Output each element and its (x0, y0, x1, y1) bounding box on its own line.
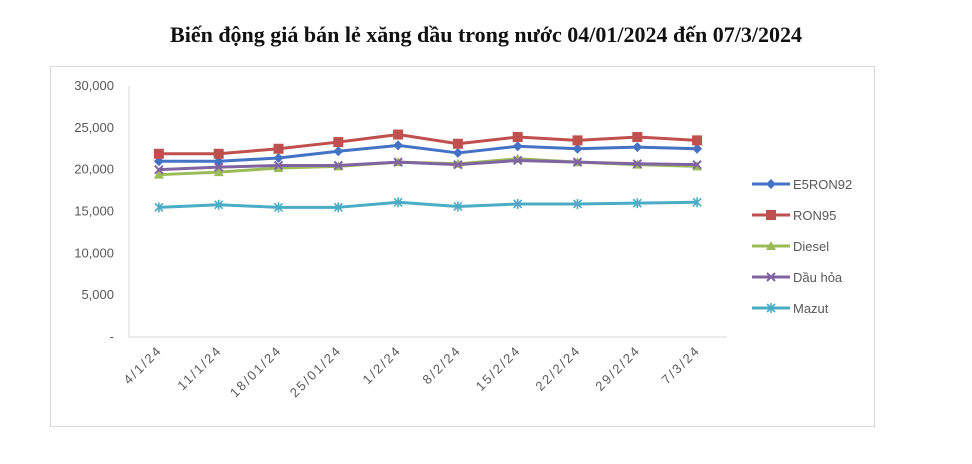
data-point (632, 198, 642, 209)
data-point (766, 241, 776, 250)
data-point (572, 157, 583, 167)
legend-item: RON95 (752, 208, 836, 223)
data-point (512, 132, 523, 143)
legend-label: Dầu hỏa (793, 270, 843, 285)
data-point (513, 198, 523, 209)
series (153, 129, 703, 159)
data-point (393, 129, 404, 140)
data-point (632, 142, 643, 153)
x-tick-label: 1/2/24 (360, 343, 405, 388)
series-line (158, 200, 698, 209)
series (153, 140, 703, 167)
data-point (766, 179, 776, 189)
x-tick-label: 29/2/24 (592, 343, 643, 394)
data-point (273, 202, 284, 213)
legend: E5RON92 RON95 Diesel Dầu hỏa Mazut (752, 177, 852, 316)
data-point (393, 197, 403, 208)
series-line (158, 143, 698, 163)
data-point (333, 137, 344, 148)
data-point (453, 201, 463, 212)
y-tick-label: 30,000 (74, 78, 114, 93)
x-tick-label: 22/2/24 (532, 343, 583, 394)
x-tick-label: 25/01/24 (287, 343, 345, 401)
series-line (158, 133, 698, 156)
y-tick-label: 15,000 (74, 204, 114, 219)
data-point (766, 272, 776, 282)
data-point (333, 146, 344, 157)
legend-item: E5RON92 (752, 177, 852, 192)
legend-label: Diesel (793, 239, 829, 254)
legend-item: Mazut (752, 301, 829, 316)
legend-label: RON95 (793, 208, 836, 223)
data-point (154, 164, 164, 175)
series (154, 155, 702, 175)
chart-title: Biến động giá bán lẻ xăng dầu trong nước… (170, 22, 802, 47)
data-point (213, 148, 224, 159)
data-point (632, 159, 643, 169)
data-point (153, 156, 164, 167)
x-tick-label: 18/01/24 (227, 343, 285, 401)
data-point (273, 152, 284, 163)
y-axis-labels: 30,000 25,000 20,000 15,000 10,000 5,000 - (74, 78, 114, 344)
data-point (333, 160, 344, 171)
data-point (393, 140, 404, 151)
data-point (766, 210, 776, 220)
data-point (273, 143, 284, 154)
chart-frame (50, 66, 875, 427)
y-tick-label: - (110, 329, 114, 344)
y-tick-label: 20,000 (74, 162, 114, 177)
series-group (153, 129, 703, 213)
data-point (273, 160, 284, 171)
data-point (452, 147, 463, 158)
legend-label: Mazut (793, 301, 829, 316)
data-point (153, 148, 164, 159)
data-point (512, 141, 523, 152)
data-point (273, 162, 284, 172)
data-point (692, 197, 702, 208)
series-line (158, 158, 698, 172)
data-point (213, 167, 224, 177)
y-tick-label: 25,000 (74, 120, 114, 135)
y-tick-label: 5,000 (81, 287, 114, 302)
data-point (692, 143, 703, 154)
data-point (452, 138, 463, 149)
x-tick-label: 11/1/24 (174, 343, 225, 394)
legend-label: E5RON92 (793, 177, 852, 192)
legend-item: Diesel (752, 239, 829, 254)
data-point (153, 169, 164, 179)
x-tick-label: 7/3/24 (659, 343, 704, 388)
x-tick-label: 8/2/24 (419, 343, 464, 388)
data-point (512, 155, 523, 166)
x-axis-labels: 4/1/24 11/1/24 18/01/24 25/01/24 1/2/24 8/2/2… (120, 343, 703, 401)
data-point (692, 135, 703, 146)
data-point (393, 157, 403, 167)
data-point (766, 303, 776, 313)
data-point (214, 199, 224, 210)
x-tick-label: 15/2/24 (473, 343, 524, 394)
data-point (154, 202, 164, 213)
x-tick-label: 4/1/24 (120, 343, 165, 388)
data-point (213, 162, 224, 172)
data-point (333, 202, 343, 213)
data-point (692, 159, 702, 170)
y-tick-label: 10,000 (74, 245, 114, 260)
data-point (572, 198, 583, 209)
data-point (572, 135, 583, 146)
data-point (572, 143, 583, 154)
data-point (453, 159, 463, 170)
legend-item: Dầu hỏa (752, 270, 843, 285)
data-point (632, 132, 643, 143)
series (154, 197, 702, 213)
